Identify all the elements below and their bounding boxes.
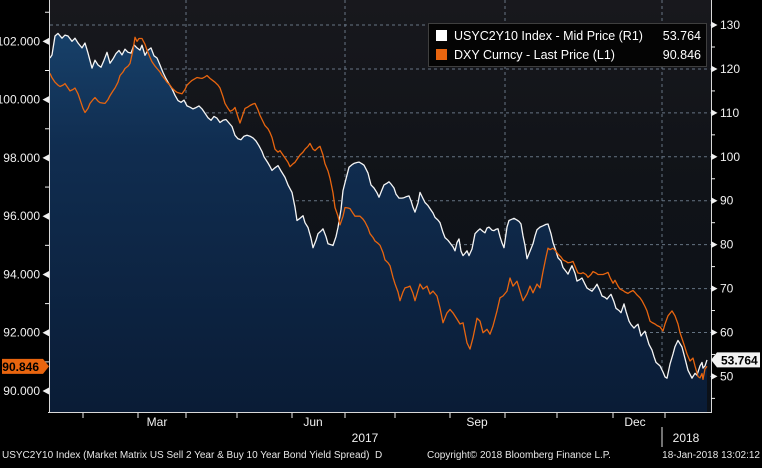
svg-text:130: 130 (720, 18, 740, 32)
usyc2y10-line[interactable] (49, 32, 708, 379)
left-axis: 102.000 100.000 98.000 96.000 94.000 92.000 90… (0, 11, 49, 398)
chart-legend: USYC2Y10 Index - Mid Price (R1) 53.764 D… (428, 23, 707, 67)
svg-text:53.764: 53.764 (721, 353, 758, 367)
svg-text:100: 100 (720, 150, 740, 164)
svg-text:2018: 2018 (673, 431, 700, 445)
svg-text:Dec: Dec (624, 415, 645, 429)
svg-text:Jun: Jun (303, 415, 322, 429)
svg-text:98.000: 98.000 (3, 151, 40, 165)
svg-text:90: 90 (720, 194, 734, 208)
svg-text:90.000: 90.000 (3, 384, 40, 398)
legend-label: USYC2Y10 Index - Mid Price (R1) (454, 28, 643, 43)
svg-text:Mar: Mar (147, 415, 168, 429)
dxy-swatch-icon (436, 49, 447, 60)
svg-text:Sep: Sep (466, 415, 488, 429)
right-axis: 130 120 110 100 90 80 70 60 50 (711, 18, 740, 399)
svg-text:96.000: 96.000 (3, 209, 40, 223)
svg-text:50: 50 (720, 369, 734, 383)
legend-item-dxy[interactable]: DXY Curncy - Last Price (L1) 90.846 (436, 46, 701, 64)
usyc2y10-last-price-tag: 53.764 (711, 352, 760, 368)
svg-text:70: 70 (720, 282, 734, 296)
security-description: USYC2Y10 Index (Market Matrix US Sell 2 … (2, 450, 383, 461)
dxy-line[interactable] (49, 36, 708, 381)
svg-text:80: 80 (720, 238, 734, 252)
legend-value: 90.846 (662, 47, 701, 62)
svg-text:110: 110 (720, 106, 739, 120)
svg-text:92.000: 92.000 (3, 326, 40, 340)
copyright-notice: Copyright© 2018 Bloomberg Finance L.P. (427, 450, 611, 461)
svg-text:90.846: 90.846 (2, 360, 39, 374)
dxy-last-price-tag: 90.846 (2, 358, 49, 374)
usyc2y10-area-fill (50, 33, 707, 413)
svg-text:100.000: 100.000 (0, 93, 40, 107)
legend-item-usyc2y10[interactable]: USYC2Y10 Index - Mid Price (R1) 53.764 (436, 27, 701, 45)
legend-value: 53.764 (662, 28, 701, 43)
timestamp: 18-Jan-2018 13:02:12 (662, 450, 760, 461)
svg-text:94.000: 94.000 (3, 267, 40, 281)
svg-text:120: 120 (720, 62, 740, 76)
x-axis: Mar Jun Sep Dec 2017 2018 (82, 413, 700, 447)
svg-text:2017: 2017 (352, 431, 379, 445)
usyc2y10-swatch-icon (436, 30, 447, 41)
legend-label: DXY Curncy - Last Price (L1) (454, 47, 615, 62)
svg-text:102.000: 102.000 (0, 34, 40, 48)
svg-text:60: 60 (720, 325, 734, 339)
